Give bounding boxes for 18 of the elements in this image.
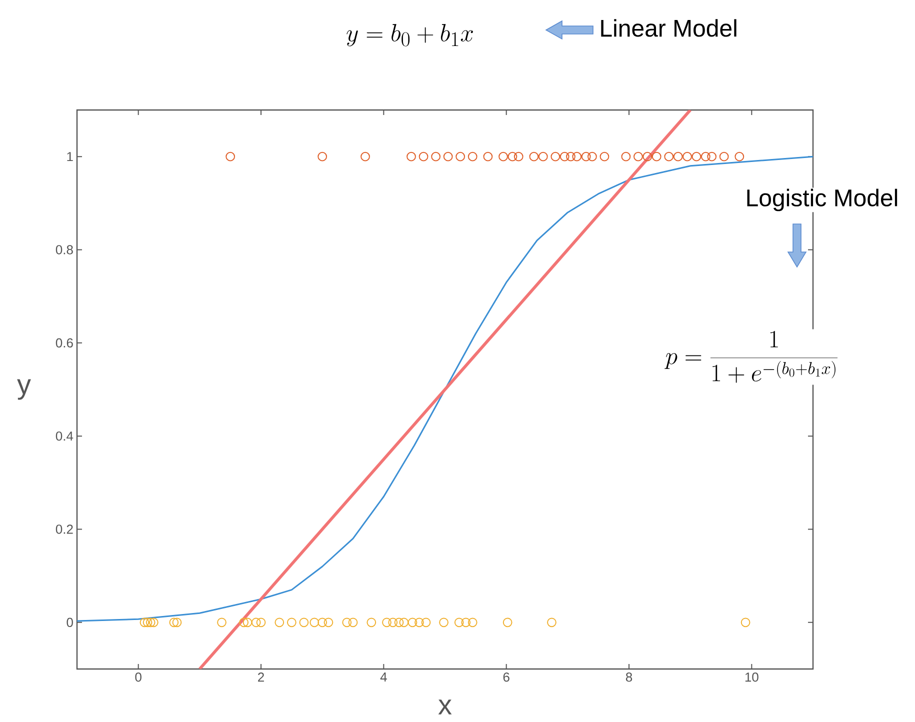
y-tick-label: 1 bbox=[67, 152, 73, 162]
x-tick-label: 0 bbox=[135, 672, 142, 682]
text: $y = b_0 + b_1x$ bbox=[346, 24, 473, 46]
y-tick-label: 0.4 bbox=[56, 431, 74, 441]
x-tick-label: 2 bbox=[258, 672, 264, 682]
x-tick-label: 10 bbox=[745, 672, 758, 682]
x-tick-label: 4 bbox=[380, 672, 387, 682]
text: Linear Model bbox=[601, 19, 736, 37]
x-axis-title: x bbox=[438, 700, 452, 714]
y-tick-label: 0.6 bbox=[56, 338, 73, 348]
x-tick-label: 6 bbox=[503, 672, 510, 682]
y-tick-label: 0.2 bbox=[56, 524, 73, 534]
x-tick-label: 8 bbox=[626, 672, 632, 682]
annotation: $p = \frac{1}{1+e^{-(b_0+b_1x)}}$ bbox=[664, 330, 838, 383]
annotation: Logistic Model bbox=[747, 188, 898, 212]
y-tick-label: 0.8 bbox=[56, 245, 73, 254]
y-axis-title: y bbox=[17, 379, 31, 400]
y-tick-label: 0 bbox=[66, 618, 73, 627]
